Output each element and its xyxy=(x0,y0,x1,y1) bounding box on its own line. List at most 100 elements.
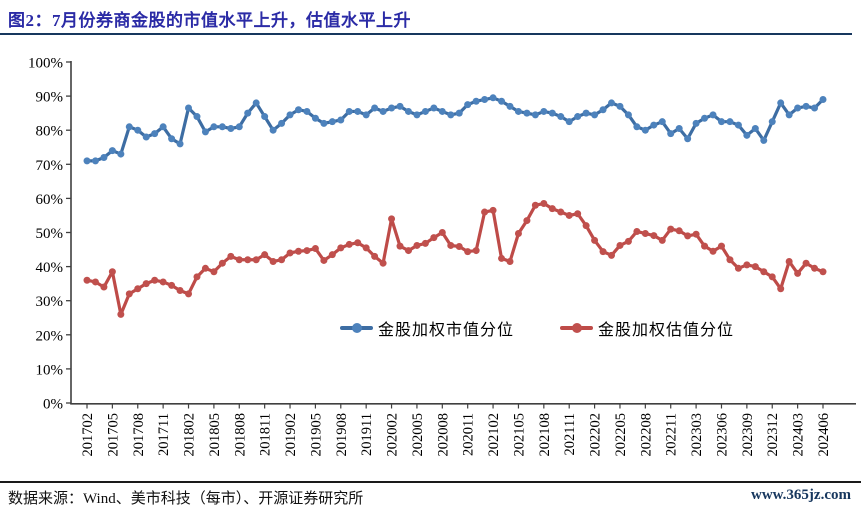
data-point xyxy=(421,107,429,115)
data-point xyxy=(193,273,201,281)
data-point xyxy=(489,94,497,102)
y-tick-label: 70% xyxy=(36,158,64,174)
data-point xyxy=(328,118,336,126)
data-point xyxy=(819,96,827,104)
data-point xyxy=(608,99,616,107)
data-point xyxy=(608,251,616,259)
data-point xyxy=(726,256,734,264)
x-tick-label: 202202 xyxy=(588,413,604,457)
data-point xyxy=(354,239,362,247)
data-point xyxy=(531,201,539,209)
data-point xyxy=(404,247,412,255)
data-point xyxy=(362,111,370,119)
x-tick-label: 201905 xyxy=(308,413,324,457)
data-point xyxy=(802,102,810,110)
data-point xyxy=(430,234,438,242)
data-point xyxy=(717,118,725,126)
legend-label-valuation: 金股加权估值分位 xyxy=(598,322,735,339)
data-point xyxy=(599,248,607,256)
data-point xyxy=(396,102,404,110)
x-tick-label: 202008 xyxy=(435,413,451,457)
data-point xyxy=(100,283,108,291)
data-point xyxy=(176,286,184,294)
data-point xyxy=(421,239,429,247)
data-point xyxy=(624,237,632,245)
data-point xyxy=(777,99,785,107)
data-point xyxy=(701,242,709,250)
data-point xyxy=(168,135,176,143)
data-point xyxy=(185,104,193,112)
data-point xyxy=(498,97,506,105)
data-point xyxy=(633,123,641,131)
data-point xyxy=(371,104,379,112)
data-point xyxy=(514,107,522,115)
y-tick-label: 60% xyxy=(36,192,64,208)
x-tick-label: 202005 xyxy=(410,413,426,457)
site-link[interactable]: www.365jz.com xyxy=(751,487,851,503)
data-point xyxy=(548,109,556,117)
data-point xyxy=(345,240,353,248)
data-point xyxy=(413,111,421,119)
data-point xyxy=(320,256,328,264)
data-point xyxy=(362,244,370,252)
data-point xyxy=(244,256,252,264)
data-point xyxy=(261,113,269,121)
data-point xyxy=(531,111,539,119)
data-point xyxy=(379,259,387,267)
data-point xyxy=(675,124,683,132)
y-tick-label: 90% xyxy=(36,90,64,106)
data-point xyxy=(134,126,142,134)
series-line-1 xyxy=(85,201,825,316)
x-tick-label: 202406 xyxy=(816,413,832,457)
x-tick-label: 201811 xyxy=(258,413,274,456)
data-point xyxy=(235,256,243,264)
data-point xyxy=(447,241,455,249)
data-point xyxy=(498,254,506,262)
data-point xyxy=(565,118,573,126)
x-tick-label: 202309 xyxy=(740,413,756,457)
data-point xyxy=(658,236,666,244)
data-point xyxy=(794,104,802,112)
chart-area: 0% 10% 20% 30% 40% 50% 60% 70% 80% 90% 100% 201702 2… xyxy=(0,50,861,478)
data-point xyxy=(294,247,302,255)
legend-item-valuation: 金股加权估值分位 xyxy=(560,316,734,340)
data-point xyxy=(185,290,193,298)
data-point xyxy=(667,130,675,138)
data-point xyxy=(91,278,99,286)
x-tick-label: 202306 xyxy=(714,413,730,457)
data-point xyxy=(768,273,776,281)
x-tick-label: 202403 xyxy=(791,413,807,457)
data-point xyxy=(785,111,793,119)
x-tick-label: 202111 xyxy=(562,413,578,455)
x-tick-label: 202105 xyxy=(511,413,527,457)
data-point xyxy=(337,244,345,252)
data-point xyxy=(320,119,328,127)
blue-line-swatch-icon xyxy=(340,323,373,333)
data-point xyxy=(811,104,819,112)
x-tick-label: 201702 xyxy=(80,413,96,457)
data-point xyxy=(472,97,480,105)
x-tick-label: 201911 xyxy=(359,413,375,456)
data-point xyxy=(311,245,319,253)
data-point xyxy=(506,257,514,265)
data-point xyxy=(599,106,607,114)
data-point xyxy=(684,135,692,143)
data-point xyxy=(658,118,666,126)
data-point xyxy=(278,119,286,127)
data-point xyxy=(464,248,472,256)
data-point xyxy=(227,124,235,132)
data-point xyxy=(210,268,218,276)
data-point xyxy=(396,242,404,250)
data-point xyxy=(709,111,717,119)
data-point xyxy=(743,261,751,269)
data-point xyxy=(108,268,116,276)
data-point xyxy=(455,109,463,117)
data-point xyxy=(269,257,277,265)
data-point xyxy=(540,200,548,208)
data-point xyxy=(692,230,700,238)
data-point xyxy=(667,225,675,233)
x-tick-label: 202312 xyxy=(765,413,781,457)
data-point xyxy=(252,256,260,264)
data-point xyxy=(294,106,302,114)
legend-item-market-cap: 金股加权市值分位 xyxy=(340,316,514,340)
